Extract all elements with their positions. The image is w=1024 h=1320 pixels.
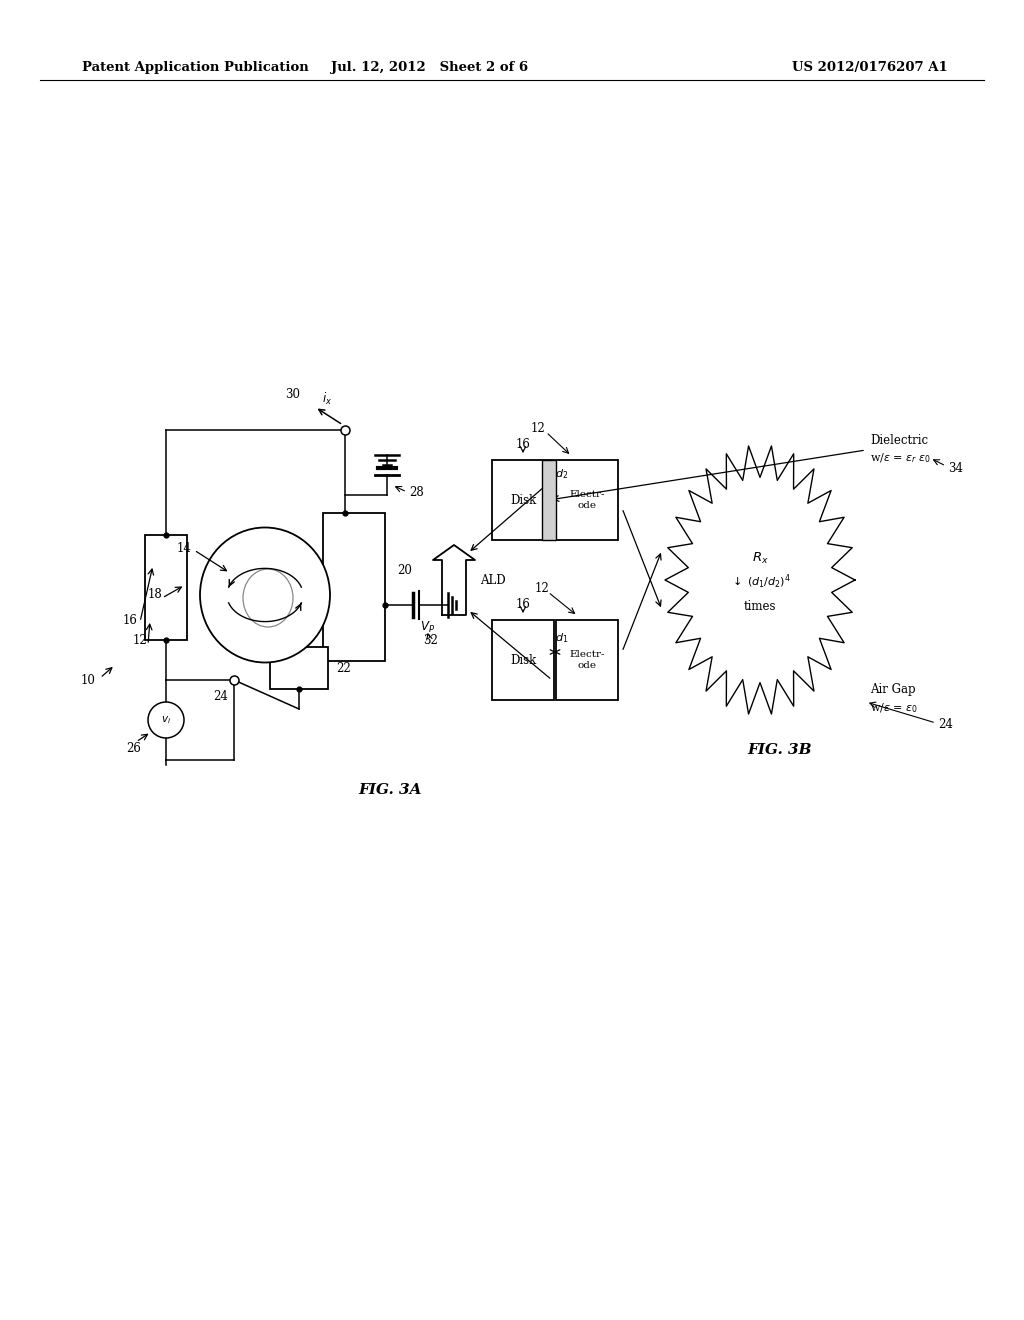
Text: 34: 34 xyxy=(948,462,963,474)
Text: $\downarrow$ $(d_1/d_2)^4$: $\downarrow$ $(d_1/d_2)^4$ xyxy=(729,573,791,591)
Text: Disk: Disk xyxy=(510,494,537,507)
Text: 12: 12 xyxy=(133,634,147,647)
Text: Disk: Disk xyxy=(510,653,537,667)
Text: 16: 16 xyxy=(515,598,530,610)
Text: 18: 18 xyxy=(147,589,163,602)
Text: 16: 16 xyxy=(515,437,530,450)
Text: Jul. 12, 2012   Sheet 2 of 6: Jul. 12, 2012 Sheet 2 of 6 xyxy=(332,62,528,74)
Text: $v_i$: $v_i$ xyxy=(161,714,171,726)
Ellipse shape xyxy=(200,528,330,663)
Text: w/$\varepsilon$ = $\varepsilon$$_r$ $\varepsilon$$_0$: w/$\varepsilon$ = $\varepsilon$$_r$ $\va… xyxy=(870,451,931,465)
Bar xyxy=(542,459,556,540)
Text: w/$\varepsilon$ = $\varepsilon$$_0$: w/$\varepsilon$ = $\varepsilon$$_0$ xyxy=(870,701,919,715)
Text: Electr-
ode: Electr- ode xyxy=(569,651,605,669)
Text: 20: 20 xyxy=(397,564,412,577)
Text: 30: 30 xyxy=(286,388,300,401)
Text: Electr-
ode: Electr- ode xyxy=(569,490,605,510)
Bar xyxy=(492,620,554,700)
Text: 32: 32 xyxy=(424,635,438,648)
Text: $i_x$: $i_x$ xyxy=(322,391,332,407)
Text: $d_1$: $d_1$ xyxy=(555,631,568,645)
Polygon shape xyxy=(665,446,855,714)
Bar xyxy=(270,647,328,689)
Text: Air Gap: Air Gap xyxy=(870,684,915,697)
Text: 16: 16 xyxy=(123,614,137,627)
Bar xyxy=(145,535,187,640)
Text: 12: 12 xyxy=(535,582,549,594)
Bar xyxy=(492,459,554,540)
Text: 24: 24 xyxy=(214,690,228,704)
Bar xyxy=(556,459,618,540)
Text: 10: 10 xyxy=(81,673,95,686)
Text: US 2012/0176207 A1: US 2012/0176207 A1 xyxy=(793,62,948,74)
Text: $V_P$: $V_P$ xyxy=(420,619,434,635)
Bar xyxy=(323,513,385,661)
Text: 26: 26 xyxy=(127,742,141,755)
Text: 22: 22 xyxy=(336,661,351,675)
Text: $d_2$: $d_2$ xyxy=(555,467,568,480)
Text: 14: 14 xyxy=(177,541,193,554)
Circle shape xyxy=(148,702,184,738)
Bar xyxy=(556,620,618,700)
Text: Patent Application Publication: Patent Application Publication xyxy=(82,62,309,74)
Text: 12: 12 xyxy=(530,421,546,434)
Ellipse shape xyxy=(243,569,293,627)
Text: 28: 28 xyxy=(409,487,424,499)
Text: FIG. 3A: FIG. 3A xyxy=(358,783,422,797)
Text: ALD: ALD xyxy=(480,573,506,586)
Text: 24: 24 xyxy=(938,718,953,731)
Text: Dielectric: Dielectric xyxy=(870,433,928,446)
Text: FIG. 3B: FIG. 3B xyxy=(748,743,812,756)
Text: times: times xyxy=(743,599,776,612)
Text: $R_x$: $R_x$ xyxy=(752,550,768,565)
